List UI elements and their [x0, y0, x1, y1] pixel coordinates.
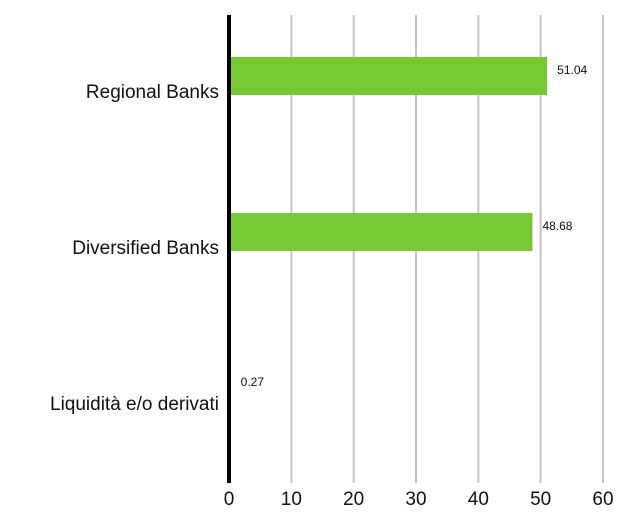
x-tick-label: 0: [224, 489, 235, 510]
x-tick-label: 50: [530, 489, 551, 510]
x-tick-label: 10: [281, 489, 302, 510]
x-tick-label: 30: [405, 489, 426, 510]
data-label: 51.04: [557, 63, 587, 77]
x-tick-label: 40: [468, 489, 489, 510]
bar: [229, 213, 533, 251]
bars: [229, 57, 548, 407]
labels: 0 10 20 30 40 50 60 Regional Banks 51.04 Diversif…: [50, 63, 614, 510]
category-label: Liquidità e/o derivati: [50, 394, 219, 415]
x-tick-label: 20: [343, 489, 364, 510]
bar: [229, 57, 548, 95]
data-label: 0.27: [241, 375, 265, 389]
category-label: Diversified Banks: [72, 238, 219, 259]
x-tick-label: 60: [592, 489, 613, 510]
category-label: Regional Banks: [86, 82, 219, 103]
data-label: 48.68: [542, 219, 572, 233]
